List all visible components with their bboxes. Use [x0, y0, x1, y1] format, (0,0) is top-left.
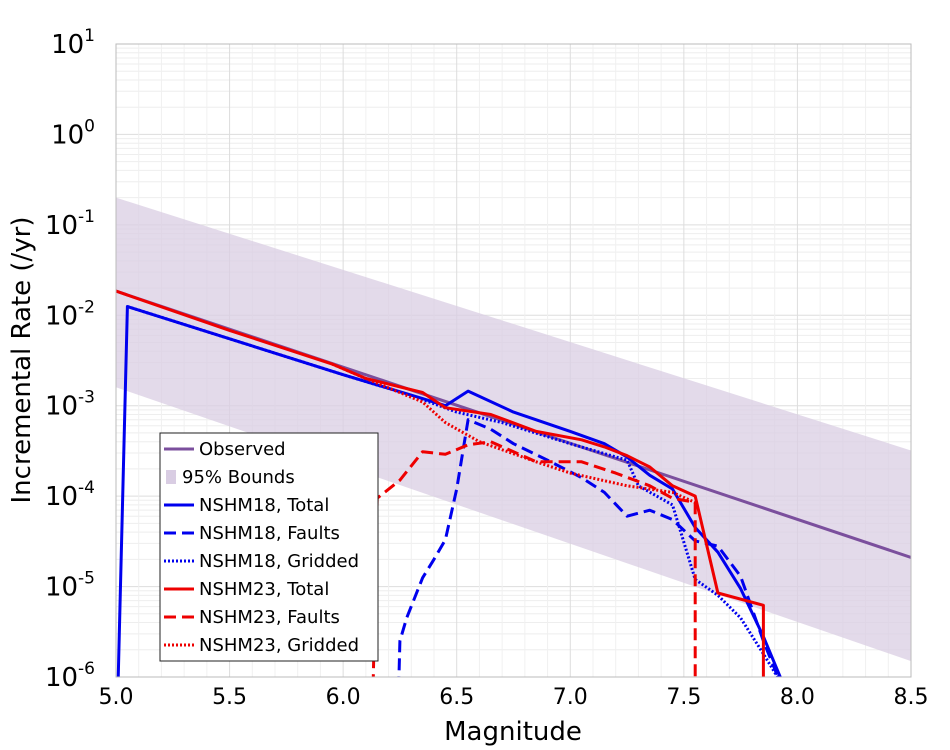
series-nshm23-gridded-line	[331, 362, 696, 504]
y-tick-label: 10-5	[45, 569, 95, 603]
y-tick-label: 10-2	[45, 297, 95, 331]
legend-label: NSHM18, Gridded	[199, 551, 359, 572]
x-tick-label: 8.0	[780, 685, 815, 710]
x-tick-label: 5.5	[212, 685, 247, 710]
x-tick-label: 7.0	[553, 685, 588, 710]
series-layer	[116, 289, 911, 677]
y-tick-labels: 10-6 10-5 10-4 10-3 10-2 10-1 100 101	[45, 26, 95, 693]
x-axis-title: Magnitude	[444, 717, 582, 747]
series-nshm18-gridded-line	[126, 305, 780, 677]
y-tick-label: 10-1	[45, 207, 95, 241]
y-tick-label: 10-6	[45, 659, 95, 693]
legend-label: NSHM23, Faults	[199, 607, 340, 628]
legend-label: NSHM18, Total	[199, 495, 329, 516]
x-tick-labels: 5.0 5.5 6.0 6.5 7.0 7.5 8.0 8.5	[99, 685, 929, 710]
legend-label: Observed	[199, 439, 286, 460]
y-axis-title: Incremental Rate (/yr)	[7, 217, 37, 504]
legend: Observed 95% Bounds NSHM18, Total NSHM18, F…	[159, 432, 379, 662]
legend-label: NSHM23, Gridded	[199, 635, 359, 656]
plot-frame	[115, 43, 912, 678]
legend-label: 95% Bounds	[182, 467, 295, 488]
x-tick-label: 6.5	[439, 685, 474, 710]
legend-box	[159, 432, 379, 662]
x-tick-label: 8.5	[894, 685, 929, 710]
legend-label: NSHM23, Total	[199, 579, 329, 600]
y-tick-label: 10-3	[45, 388, 95, 422]
y-tick-label: 10-4	[45, 478, 95, 512]
x-tick-label: 5.0	[99, 685, 134, 710]
x-tick-label: 7.5	[666, 685, 701, 710]
y-tick-label: 101	[51, 26, 95, 60]
y-tick-label: 100	[51, 116, 95, 150]
series-nshm23-faults-line	[371, 440, 697, 677]
legend-swatch-band	[166, 470, 176, 484]
x-tick-label: 6.0	[326, 685, 361, 710]
legend-label: NSHM18, Faults	[199, 523, 340, 544]
series-nshm18-faults-line	[397, 418, 780, 677]
